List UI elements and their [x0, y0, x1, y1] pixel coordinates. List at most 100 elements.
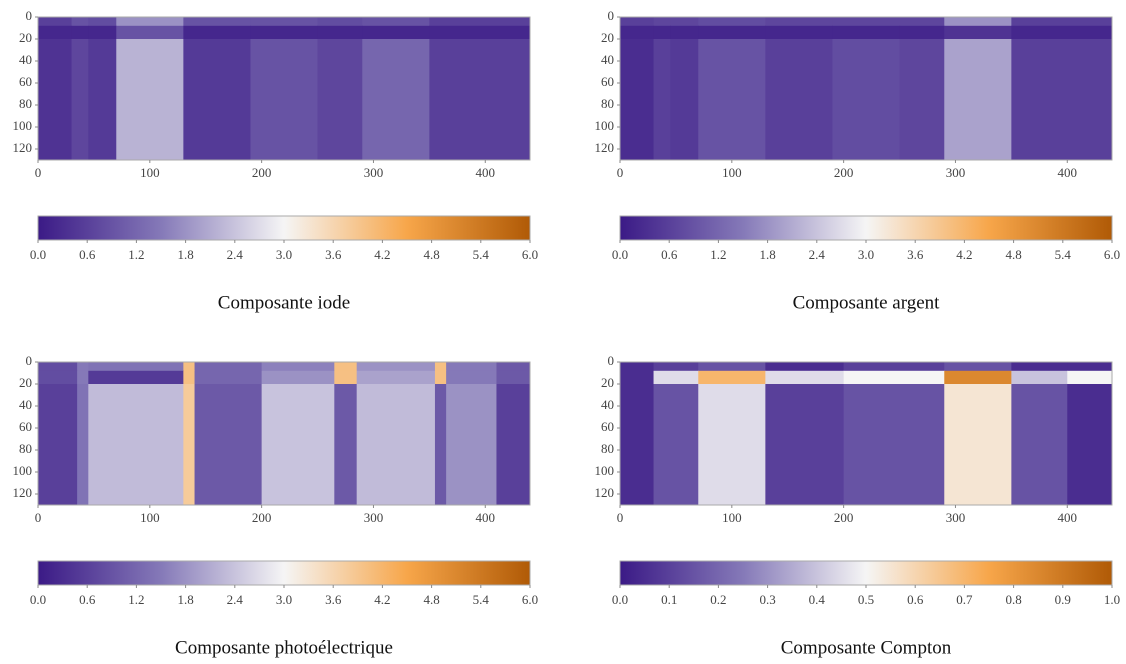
colorbar-tick-label: 0.0: [30, 247, 46, 262]
heatmap-cell: [698, 384, 766, 506]
y-tick-label: 40: [601, 397, 614, 412]
heatmap-cell: [1011, 17, 1113, 27]
heatmap-cell: [765, 17, 833, 27]
heatmap-cell: [1067, 362, 1113, 372]
heatmap-cell: [653, 39, 671, 161]
x-tick-label: 400: [1058, 165, 1078, 180]
heatmap-cell: [88, 25, 117, 40]
heatmap-cell: [194, 370, 263, 385]
colorbar-tick-label: 5.4: [473, 592, 490, 607]
colorbar-tick-label: 0.1: [661, 592, 677, 607]
y-tick-label: 80: [19, 441, 32, 456]
x-tick-label: 100: [140, 165, 160, 180]
heatmap-cell: [250, 17, 319, 27]
heatmap-cell: [250, 25, 319, 40]
y-tick-label: 40: [19, 397, 32, 412]
colorbar-tick-label: 1.8: [177, 247, 193, 262]
x-tick-label: 400: [476, 510, 496, 525]
panel-title: Composante iode: [218, 292, 350, 313]
heatmap-cell: [1011, 39, 1113, 161]
heatmap-cell: [429, 17, 531, 27]
heatmap-cell: [434, 370, 447, 385]
heatmap-cell: [250, 39, 319, 161]
y-tick-label: 40: [601, 52, 614, 67]
heatmap-cell: [334, 370, 358, 385]
colorbar-tick-label: 5.4: [473, 247, 490, 262]
colorbar-tick-label: 4.2: [374, 592, 390, 607]
colorbar-tick-label: 1.2: [128, 592, 144, 607]
plot-frame: [619, 16, 1113, 161]
colorbar-tick-label: 6.0: [522, 592, 538, 607]
heatmap-cell: [698, 25, 766, 40]
x-tick-label: 0: [35, 165, 42, 180]
y-tick-label: 20: [19, 375, 32, 390]
colorbar-tick-label: 0.6: [661, 247, 678, 262]
colorbar-tick-label: 3.6: [907, 247, 924, 262]
heatmap-cell: [446, 370, 497, 385]
heatmap-cell: [334, 384, 358, 506]
heatmap-cell: [38, 39, 73, 161]
x-tick-label: 400: [476, 165, 496, 180]
colorbar-tick-label: 4.8: [423, 247, 439, 262]
colorbar-tick-label: 5.4: [1055, 247, 1072, 262]
heatmap-cell: [832, 17, 901, 27]
heatmap-cell: [362, 17, 430, 27]
y-tick-label: 100: [595, 463, 615, 478]
heatmap-cell: [698, 362, 766, 372]
colorbar: [619, 560, 1113, 586]
y-tick-label: 60: [601, 419, 614, 434]
colorbar-tick-label: 3.0: [276, 592, 292, 607]
heatmap-cell: [317, 39, 363, 161]
heatmap-cell: [944, 25, 1012, 40]
heatmap-cell: [765, 384, 845, 506]
heatmap-cell: [496, 362, 531, 372]
heatmap-cell: [765, 362, 845, 372]
heatmap-cell: [899, 39, 945, 161]
colorbar-tick-label: 4.2: [374, 247, 390, 262]
y-tick-label: 100: [595, 118, 615, 133]
x-tick-label: 200: [834, 165, 854, 180]
heatmap-cell: [77, 370, 89, 385]
colorbar-tick-label: 0.0: [30, 592, 46, 607]
heatmap-cell: [183, 17, 251, 27]
plot-frame: [619, 361, 1113, 506]
heatmap-cell: [77, 384, 89, 506]
heatmap-cell: [261, 362, 335, 372]
heatmap-cell: [765, 25, 833, 40]
heatmap-cell: [71, 17, 89, 27]
x-tick-label: 0: [35, 510, 42, 525]
x-tick-label: 200: [252, 510, 272, 525]
heatmap-cell: [944, 370, 1012, 385]
heatmap-cell: [71, 25, 89, 40]
heatmap-cell: [434, 362, 447, 372]
heatmap-cell: [899, 25, 945, 40]
heatmap-cell: [653, 370, 699, 385]
panel-title: Composante photoélectrique: [175, 637, 393, 658]
colorbar-tick-label: 1.2: [710, 247, 726, 262]
y-tick-label: 80: [19, 96, 32, 111]
heatmap-cell: [620, 384, 655, 506]
colorbar-tick-label: 0.9: [1055, 592, 1071, 607]
colorbar: [619, 215, 1113, 241]
heatmap-cell: [38, 362, 78, 372]
colorbar-tick-label: 3.6: [325, 592, 342, 607]
heatmap-cell: [765, 39, 833, 161]
heatmap-cell: [843, 362, 945, 372]
heatmap-cell: [334, 362, 358, 372]
heatmap-cell: [1067, 370, 1113, 385]
colorbar-tick-label: 0.2: [710, 592, 726, 607]
heatmap-cell: [496, 384, 531, 506]
colorbar-tick-label: 0.8: [1005, 592, 1021, 607]
heatmap-cell: [88, 370, 184, 385]
y-tick-label: 0: [26, 8, 33, 23]
heatmap-cell: [116, 17, 184, 27]
x-tick-label: 100: [722, 510, 742, 525]
y-tick-label: 100: [13, 118, 33, 133]
colorbar-tick-label: 0.6: [79, 247, 96, 262]
heatmap-cell: [832, 25, 901, 40]
heatmap-cell: [899, 17, 945, 27]
colorbar-tick-label: 0.0: [612, 592, 628, 607]
colorbar-tick-label: 1.0: [1104, 592, 1120, 607]
x-tick-label: 300: [946, 165, 966, 180]
